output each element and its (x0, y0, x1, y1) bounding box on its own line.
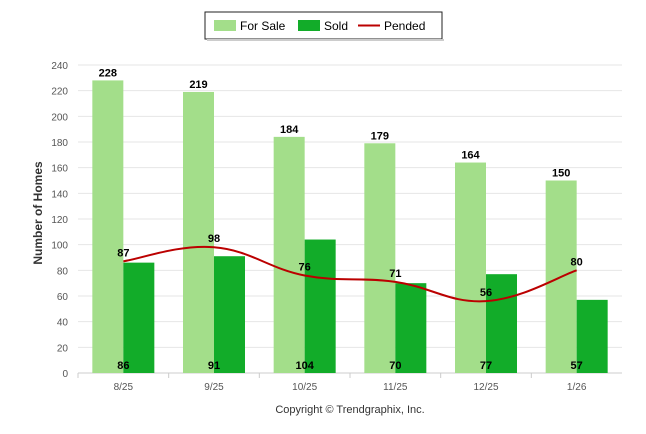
x-tick-label: 1/26 (567, 382, 587, 393)
data-label-pended: 98 (208, 233, 220, 245)
legend-label: For Sale (240, 19, 286, 33)
y-tick-label: 180 (51, 138, 68, 149)
bar-sold (395, 283, 427, 373)
data-label-sold: 91 (208, 360, 220, 372)
data-label-for-sale: 179 (371, 130, 389, 142)
bar-for-sale (364, 143, 396, 373)
bar-for-sale (273, 136, 305, 373)
legend-swatch (214, 20, 236, 31)
bar-sold (304, 239, 336, 373)
bar-for-sale (455, 162, 486, 373)
y-tick-label: 60 (57, 292, 69, 303)
y-tick-label: 0 (62, 369, 68, 380)
data-label-for-sale: 150 (552, 168, 570, 180)
bar-sold (486, 274, 517, 373)
legend-swatch (298, 20, 320, 31)
y-tick-label: 220 (51, 87, 68, 98)
legend-label: Pended (384, 19, 425, 33)
data-label-sold: 77 (480, 360, 492, 372)
y-tick-label: 140 (51, 189, 68, 200)
y-tick-label: 100 (51, 241, 68, 252)
y-axis-label: Number of Homes (31, 161, 45, 265)
data-label-pended: 71 (389, 268, 401, 280)
labels-layer: 228 86 219 91 184 104 179 70 164 77 150 57 87 98 76 71 5… (99, 67, 583, 372)
data-label-pended: 87 (117, 247, 129, 259)
bar-sold (214, 256, 245, 373)
legend-box-shadow (207, 39, 444, 41)
bar-for-sale (183, 91, 214, 373)
x-tick-label: 9/25 (204, 382, 224, 393)
data-label-sold: 86 (117, 360, 129, 372)
bars-layer (92, 80, 608, 374)
legend-box (204, 11, 443, 40)
bar-for-sale (92, 80, 124, 374)
legend: For Sale Sold Pended (204, 11, 444, 41)
data-label-pended: 80 (571, 256, 583, 268)
y-tick-label: 20 (57, 343, 69, 354)
y-tick-label: 80 (57, 266, 69, 277)
data-label-for-sale: 219 (189, 79, 207, 91)
line-layer (123, 245, 577, 303)
data-label-sold: 70 (389, 360, 401, 372)
y-tick-label: 40 (57, 318, 69, 329)
data-label-for-sale: 184 (280, 124, 299, 136)
data-label-pended: 76 (299, 261, 311, 273)
y-tick-label: 200 (51, 112, 68, 123)
y-tick-label: 120 (51, 215, 68, 226)
data-label-sold: 104 (295, 360, 314, 372)
axis-layer: 0 20 40 60 80 100 120 140 160 180 200 220 240 8/25 9/2… (51, 61, 622, 393)
x-tick-label: 10/25 (292, 382, 317, 393)
data-label-sold: 57 (571, 360, 583, 372)
y-tick-label: 160 (51, 164, 68, 175)
y-tick-label: 240 (51, 61, 68, 72)
x-tick-label: 11/25 (383, 382, 408, 393)
grid-layer (78, 64, 622, 374)
line-pended (123, 245, 577, 303)
data-label-for-sale: 228 (99, 67, 117, 79)
data-label-pended: 56 (480, 287, 492, 299)
copyright-credit: Copyright © Trendgraphix, Inc. (275, 404, 424, 416)
legend-label: Sold (324, 19, 348, 33)
x-tick-label: 12/25 (473, 382, 498, 393)
data-label-for-sale: 164 (461, 150, 480, 162)
bar-sold (123, 262, 155, 373)
x-tick-label: 8/25 (114, 382, 134, 393)
bar-sold (576, 299, 608, 373)
